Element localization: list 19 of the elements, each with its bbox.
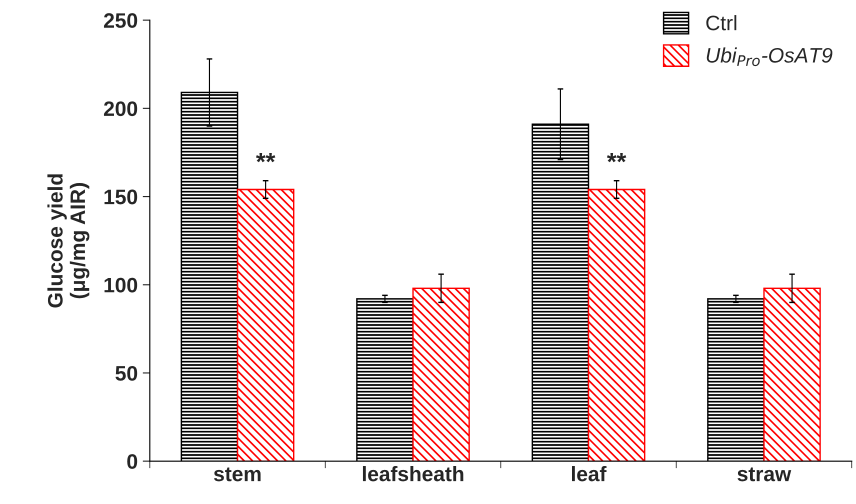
legend-label: Ubi$_{Pro}$-OsAT9 — [706, 47, 832, 66]
annotation: ** — [606, 153, 626, 162]
x-tick-label: stem — [214, 468, 261, 482]
bar — [412, 288, 470, 462]
y-axis-title: Glucose yield (μg/mg AIR) — [47, 174, 90, 308]
bar — [236, 188, 294, 462]
legend-label: Ctrl — [706, 15, 736, 30]
y-tick-label: 200 — [104, 101, 138, 116]
x-tick-label: leafsheath — [362, 466, 464, 482]
annotation: ** — [256, 153, 276, 162]
y-tick-label: 250 — [104, 13, 138, 28]
x-tick-label: straw — [738, 468, 792, 482]
y-tick-label: 150 — [104, 190, 138, 204]
bar — [588, 188, 646, 462]
x-tick-label: leaf — [572, 466, 606, 482]
y-tick-label: 0 — [127, 454, 138, 469]
y-tick-label: 100 — [104, 278, 138, 293]
bar — [763, 288, 821, 462]
y-tick-label: 50 — [115, 366, 138, 381]
